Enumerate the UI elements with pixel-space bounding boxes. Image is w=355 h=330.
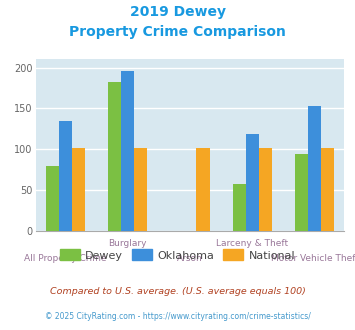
Text: Burglary: Burglary [108, 239, 147, 248]
Text: All Property Crime: All Property Crime [24, 254, 106, 263]
Bar [246, 134, 259, 231]
Text: 2019 Dewey: 2019 Dewey [130, 5, 225, 19]
Bar [321, 148, 334, 231]
Bar [308, 106, 321, 231]
Bar [295, 154, 308, 231]
Bar [233, 184, 246, 231]
Text: Motor Vehicle Theft: Motor Vehicle Theft [271, 254, 355, 263]
Text: © 2025 CityRating.com - https://www.cityrating.com/crime-statistics/: © 2025 CityRating.com - https://www.city… [45, 312, 310, 321]
Legend: Dewey, Oklahoma, National: Dewey, Oklahoma, National [55, 245, 300, 265]
Text: Arson: Arson [177, 254, 203, 263]
Text: Property Crime Comparison: Property Crime Comparison [69, 25, 286, 39]
Bar [134, 148, 147, 231]
Text: Compared to U.S. average. (U.S. average equals 100): Compared to U.S. average. (U.S. average … [50, 287, 305, 296]
Bar [45, 166, 59, 231]
Bar [196, 148, 209, 231]
Bar [72, 148, 85, 231]
Bar [108, 82, 121, 231]
Bar [121, 71, 134, 231]
Bar [59, 121, 72, 231]
Text: Larceny & Theft: Larceny & Theft [216, 239, 288, 248]
Bar [259, 148, 272, 231]
